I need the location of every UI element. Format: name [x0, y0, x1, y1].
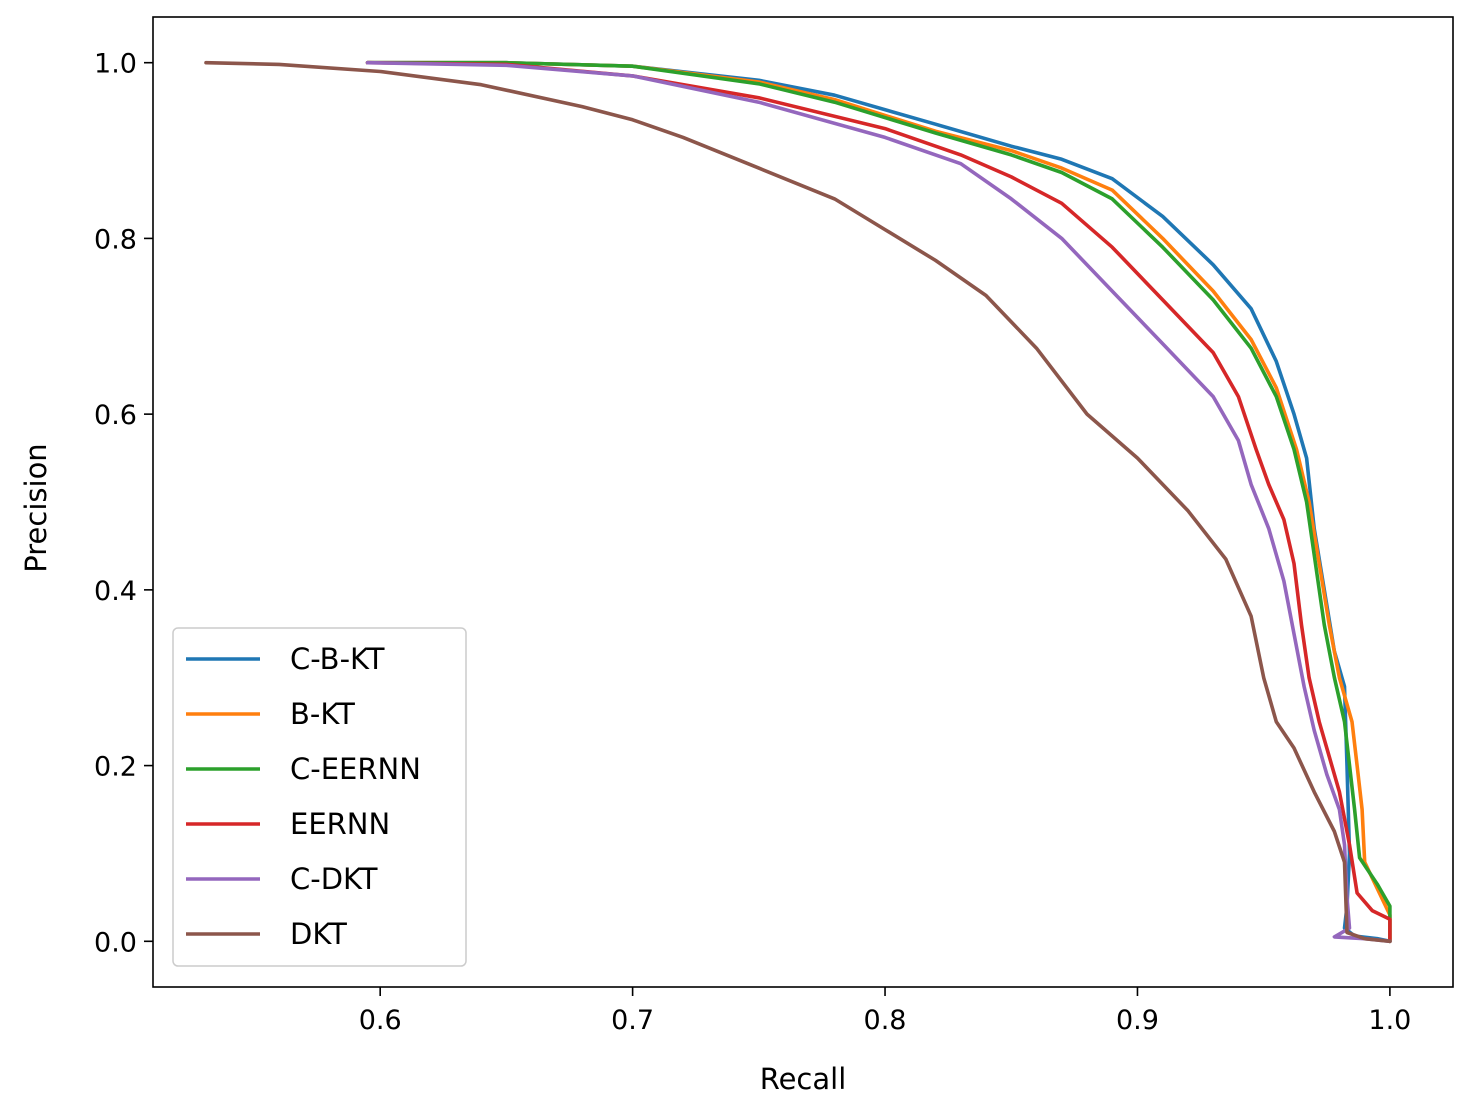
y-tick-label: 0.4 [94, 576, 137, 607]
y-tick-label: 1.0 [94, 49, 137, 80]
legend: C-B-KT B-KT C-EERNN EERNN C-DKT DKT [172, 627, 467, 967]
x-axis-label: Recall [760, 1062, 847, 1096]
x-tick-label: 0.7 [611, 1005, 654, 1036]
x-tick-label: 0.9 [1116, 1005, 1159, 1036]
y-tick-label: 0.8 [94, 224, 137, 255]
x-tick-label: 0.8 [864, 1005, 907, 1036]
y-tick-label: 0.2 [94, 752, 137, 783]
x-axis-ticks: 0.6 0.7 0.8 0.9 1.0 [359, 987, 1411, 1036]
legend-items: C-B-KT B-KT C-EERNN EERNN C-DKT DKT [186, 642, 421, 951]
legend-label-c-eernn: C-EERNN [290, 752, 421, 786]
series-line-c-eernn [365, 60, 1392, 944]
series-line-eernn [365, 60, 1392, 944]
y-axis-ticks: 0.0 0.2 0.4 0.6 0.8 1.0 [94, 49, 153, 958]
y-axis-label: Precision [19, 443, 53, 572]
y-tick-label: 0.6 [94, 400, 137, 431]
legend-label-eernn: EERNN [290, 807, 390, 841]
x-tick-label: 0.6 [359, 1005, 402, 1036]
legend-label-dkt: DKT [290, 917, 347, 951]
legend-label-c-b-kt: C-B-KT [290, 642, 385, 676]
series-line-dkt [204, 60, 1392, 944]
legend-label-b-kt: B-KT [290, 697, 355, 731]
series-layer [204, 60, 1392, 944]
x-tick-label: 1.0 [1368, 1005, 1411, 1036]
series-line-b-kt [365, 60, 1392, 944]
legend-label-c-dkt: C-DKT [290, 862, 378, 896]
legend-frame [172, 627, 467, 967]
y-tick-label: 0.0 [94, 927, 137, 958]
